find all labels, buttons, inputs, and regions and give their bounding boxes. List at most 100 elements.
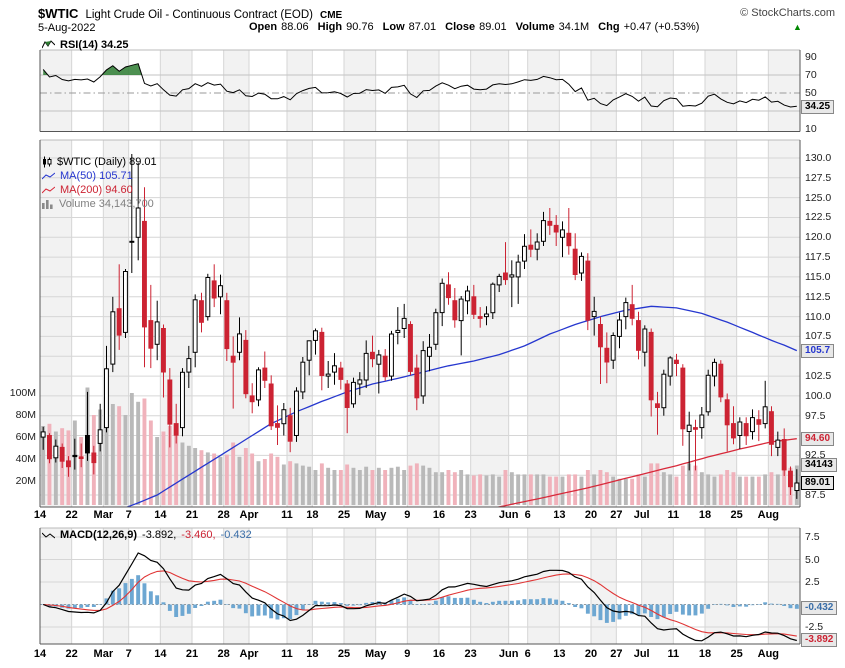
x-axis-label-bottom: 18 — [306, 648, 319, 660]
candle-icon — [42, 156, 52, 168]
quote-label: Low — [382, 21, 405, 33]
macd-legend-label: MACD(12,26,9) — [60, 529, 138, 541]
x-axis-label-mid: 21 — [185, 509, 199, 521]
quote-value: 88.06 — [281, 21, 309, 33]
x-axis-label-bottom: 9 — [404, 648, 411, 660]
quote-label: Chg — [598, 21, 620, 33]
x-axis-label-mid: Jul — [633, 509, 650, 521]
x-axis-label-bottom: 28 — [217, 648, 230, 660]
x-axis-label-mid: 11 — [667, 509, 680, 521]
rsi-axis-label: 90 — [805, 51, 817, 63]
x-axis-label-mid: Aug — [757, 509, 780, 521]
price-axis-label: 122.5 — [805, 211, 832, 224]
x-axis-label-mid: 23 — [464, 509, 477, 521]
x-axis-label-mid: 16 — [432, 509, 446, 521]
macd-legend-value: -3.460, — [181, 529, 216, 541]
x-axis-label-bottom: 14 — [154, 648, 167, 660]
x-axis-label-mid: 14 — [33, 509, 47, 521]
macd-legend: MACD(12,26,9) -3.892, -3.460, -0.432 — [42, 529, 252, 541]
price-axis-label: 100.0 — [805, 389, 832, 402]
quote-label: Close — [445, 21, 476, 33]
x-axis-label-bottom: 27 — [610, 648, 623, 660]
volume-axis-label: 20M — [15, 475, 36, 487]
x-axis-label-bottom: 11 — [281, 648, 293, 660]
x-axis-label-bottom: 7 — [125, 648, 132, 660]
x-axis-label-mid: 25 — [337, 509, 351, 521]
quote-value: +0.47 (+0.53%) — [623, 21, 700, 33]
x-axis-label-mid: 7 — [125, 509, 132, 521]
x-axis-label-mid: Mar — [93, 509, 114, 521]
main-legend: $WTIC (Daily) 89.01 MA(50) 105.71 MA(200) … — [42, 155, 157, 211]
x-axis-label-bottom: 23 — [464, 648, 477, 660]
legend-item: MA(200) 94.60 — [42, 183, 157, 197]
price-axis-label: 120.0 — [805, 231, 832, 244]
volume-bars-icon — [42, 199, 54, 209]
quote-label: Volume — [515, 21, 555, 33]
volume-axis-label: 40M — [15, 453, 36, 465]
x-axis-label-mid: 20 — [584, 509, 598, 521]
price-axis-label: 92.5 — [805, 449, 826, 462]
x-axis-label-mid: 18 — [698, 509, 712, 521]
symbol-label: $WTIC — [38, 6, 79, 21]
x-axis-label-bottom: 25 — [730, 648, 743, 660]
quote-label: High — [317, 21, 343, 33]
legend-item: Volume 34,143,700 — [42, 197, 157, 211]
price-axis-label: 112.5 — [805, 290, 831, 303]
exchange-label: CME — [320, 10, 343, 21]
quote-value: 89.01 — [479, 21, 507, 33]
rsi-legend-text: RSI(14) 34.25 — [60, 39, 129, 51]
legend-text: $WTIC (Daily) 89.01 — [57, 156, 157, 168]
x-axis-label-bottom: 22 — [65, 648, 78, 660]
price-axis-label: 115.0 — [805, 270, 831, 283]
chart-header: $WTIC Light Crude Oil - Continuous Contr… — [38, 6, 342, 21]
quote-label: Open — [249, 21, 278, 33]
price-axis-label: 107.5 — [805, 330, 832, 343]
x-axis-label-bottom: 21 — [185, 648, 199, 660]
quote-value: 90.76 — [346, 21, 374, 33]
legend-text: Volume 34,143,700 — [59, 198, 154, 210]
x-axis-label-bottom: 25 — [337, 648, 351, 660]
x-axis-label-mid: 6 — [524, 509, 531, 521]
x-axis-label-mid: 13 — [553, 509, 566, 521]
macd-axis-label: 7.5 — [805, 531, 820, 543]
x-axis-label-mid: 22 — [65, 509, 78, 521]
volume-axis-label: 60M — [15, 431, 36, 443]
change-up-arrow-icon: ▲ — [793, 22, 802, 32]
macd-axis-label: 5.0 — [805, 553, 820, 566]
x-axis-label-bottom: 18 — [698, 648, 712, 660]
rsi-axis-label: 10 — [805, 123, 817, 135]
macd-legend-value: -3.892, — [142, 529, 177, 541]
x-axis-label-mid: 18 — [306, 509, 319, 521]
x-axis-label-bottom: 11 — [667, 648, 680, 660]
price-value-box: 89.01 — [801, 476, 835, 491]
x-axis-label-mid: 27 — [610, 509, 623, 521]
x-axis-label-mid: Apr — [239, 509, 259, 521]
volume-value-box: 34143 — [801, 458, 837, 473]
rsi-icon — [42, 40, 55, 50]
chart-title: Light Crude Oil - Continuous Contract (E… — [85, 9, 313, 21]
macd-axis-label: -2.5 — [805, 621, 824, 633]
price-axis-label: 127.5 — [805, 171, 832, 184]
x-axis-label-bottom: 6 — [524, 648, 531, 660]
macd-axis-label: 2.5 — [805, 576, 820, 588]
x-axis-label-bottom: 20 — [584, 648, 598, 660]
rsi-axis-label: 70 — [805, 69, 817, 81]
x-axis-label-bottom: Aug — [757, 648, 780, 660]
x-axis-label-bottom: May — [364, 648, 387, 660]
x-axis-label-mid: 11 — [281, 509, 293, 521]
macd-icon — [42, 531, 55, 540]
legend-text: MA(200) 94.60 — [60, 184, 133, 196]
rsi-legend: RSI(14) 34.25 — [42, 39, 128, 51]
ma200-line-icon — [42, 186, 55, 195]
macd-value-box: -0.432 — [801, 601, 838, 616]
x-axis-label-mid: 9 — [404, 509, 411, 521]
x-axis-label-bottom: Jul — [633, 648, 650, 660]
price-axis-label: 97.5 — [805, 409, 826, 422]
rsi-value-box: 34.25 — [801, 100, 835, 115]
price-axis-label: 125.0 — [805, 191, 832, 204]
price-axis-label: 102.5 — [805, 370, 832, 383]
ma50-line-icon — [42, 172, 55, 181]
price-value-box: 94.60 — [801, 431, 835, 446]
